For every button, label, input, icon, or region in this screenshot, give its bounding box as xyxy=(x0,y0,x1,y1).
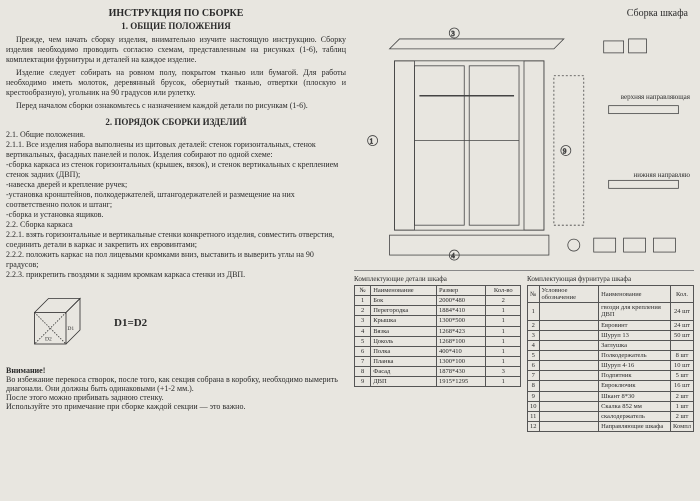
table-row: 7Планка1300*1001 xyxy=(355,356,521,366)
section2-title: 2. ПОРЯДОК СБОРКИ ИЗДЕЛИЙ xyxy=(6,117,346,127)
svg-text:1: 1 xyxy=(370,138,374,146)
parts-table-caption: Комплектующие детали шкафа xyxy=(354,275,521,283)
intro-paragraph-2: Изделие следует собирать на ровном полу,… xyxy=(6,68,346,98)
line: 2.2.2. положить каркас на пол лицевыми к… xyxy=(6,250,346,270)
svg-text:4: 4 xyxy=(451,252,455,260)
intro-paragraph-3: Перед началом сборки ознакомьтесь с назн… xyxy=(6,101,346,111)
warning-title: Внимание! xyxy=(6,366,346,375)
table-row: 8Евроключик16 шт xyxy=(528,381,694,391)
cube-diagram: D1 D2 xyxy=(24,288,94,358)
table-row: 11скалодержатель2 шт xyxy=(528,411,694,421)
table-row: 9ДВП1915*12951 xyxy=(355,377,521,387)
table-row: 2Евровинт24 шт xyxy=(528,320,694,330)
th: Кол. xyxy=(671,286,694,303)
main-title: ИНСТРУКЦИЯ ПО СБОРКЕ xyxy=(6,8,346,19)
th: Размер xyxy=(436,286,486,296)
th: Условное обозначение xyxy=(539,286,599,303)
th: Кол-во xyxy=(486,286,521,296)
tables-row: Комплектующие детали шкафа № Наименовани… xyxy=(354,275,694,432)
table-row: 5Полкодержатель8 шт xyxy=(528,350,694,360)
table-row: 3Шуруп 1350 шт xyxy=(528,330,694,340)
line: 2.2. Сборка каркаса xyxy=(6,220,346,230)
hardware-header-row: № Условное обозначение Наименование Кол. xyxy=(528,286,694,303)
procedure-list: 2.1. Общие положения. 2.1.1. Все изделия… xyxy=(6,130,346,280)
table-row: 12Направляющие шкафаКомпл xyxy=(528,421,694,431)
th: Наименование xyxy=(599,286,671,303)
th: № xyxy=(528,286,540,303)
th: Наименование xyxy=(371,286,437,296)
th: № xyxy=(355,286,371,296)
table-row: 8Фасад1878*4303 xyxy=(355,367,521,377)
parts-table: № Наименование Размер Кол-во 1Бок2000*48… xyxy=(354,285,521,387)
table-row: 6Полка400*4101 xyxy=(355,346,521,356)
assembly-title: Сборка шкафа xyxy=(354,8,694,19)
table-row: 1гвозди для крепления ДВП24 шт xyxy=(528,303,694,320)
warning-block: Внимание! Во избежание перекоса створок,… xyxy=(6,366,346,411)
line: -навеска дверей и крепление ручек; xyxy=(6,180,346,190)
table-row: 6Шуруп 4·1610 шт xyxy=(528,361,694,371)
warning-line: Используйте это примечание при сборке ка… xyxy=(6,402,346,411)
table-row: 5Цоколь1268*1001 xyxy=(355,336,521,346)
right-column: Сборка шкафа верхняя направляющая нижняя… xyxy=(354,8,694,493)
table-row: 4Заглушка xyxy=(528,340,694,350)
table-row: 1Бок2000*4802 xyxy=(355,296,521,306)
table-row: 2Перегородка1884*4101 xyxy=(355,306,521,316)
line: 2.1. Общие положения. xyxy=(6,130,346,140)
warning-line: Во избежание перекоса створок, после тог… xyxy=(6,375,346,393)
line: -сборка и установка ящиков. xyxy=(6,210,346,220)
svg-text:D2: D2 xyxy=(45,337,52,343)
line: 2.1.1. Все изделия набора выполнены из щ… xyxy=(6,140,346,160)
hardware-table-caption: Комплектующая фурнитура шкафа xyxy=(527,275,694,283)
intro-paragraph-1: Прежде, чем начать сборку изделия, внима… xyxy=(6,35,346,65)
warning-line: После этого можно прибивать заднюю стенк… xyxy=(6,393,346,402)
table-row: 10Скалка 852 мм1 шт xyxy=(528,401,694,411)
svg-text:9: 9 xyxy=(563,147,567,155)
section1-title: 1. ОБЩИЕ ПОЛОЖЕНИЯ xyxy=(6,21,346,31)
line: 2.2.1. взять горизонтальные и вертикальн… xyxy=(6,230,346,250)
line: -сборка каркаса из стенок горизонтальных… xyxy=(6,160,346,180)
line: 2.2.3. прикрепить гвоздями к задним кром… xyxy=(6,270,346,280)
parts-header-row: № Наименование Размер Кол-во xyxy=(355,286,521,296)
hardware-table-wrap: Комплектующая фурнитура шкафа № Условное… xyxy=(527,275,694,432)
table-row: 3Крышка1300*5001 xyxy=(355,316,521,326)
top-rail-label: верхняя направляющая xyxy=(621,93,690,101)
svg-text:3: 3 xyxy=(451,30,455,38)
left-column: ИНСТРУКЦИЯ ПО СБОРКЕ 1. ОБЩИЕ ПОЛОЖЕНИЯ … xyxy=(6,8,346,493)
exploded-diagram: верхняя направляющая нижняя направляю xyxy=(354,21,694,271)
parts-table-wrap: Комплектующие детали шкафа № Наименовани… xyxy=(354,275,521,387)
bottom-rail-label: нижняя направляю xyxy=(633,171,690,179)
cube-diagram-row: D1 D2 D1=D2 xyxy=(24,288,346,358)
exploded-svg: 1 3 9 4 xyxy=(354,21,694,270)
hardware-table: № Условное обозначение Наименование Кол.… xyxy=(527,285,694,432)
line: -установка кронштейнов, полкодержателей,… xyxy=(6,190,346,210)
diagonal-equation: D1=D2 xyxy=(114,317,147,329)
table-row: 7Подпятник5 шт xyxy=(528,371,694,381)
svg-text:D1: D1 xyxy=(67,326,74,332)
table-row: 4Вязка1268*4231 xyxy=(355,326,521,336)
table-row: 9Шкант 8*302 шт xyxy=(528,391,694,401)
